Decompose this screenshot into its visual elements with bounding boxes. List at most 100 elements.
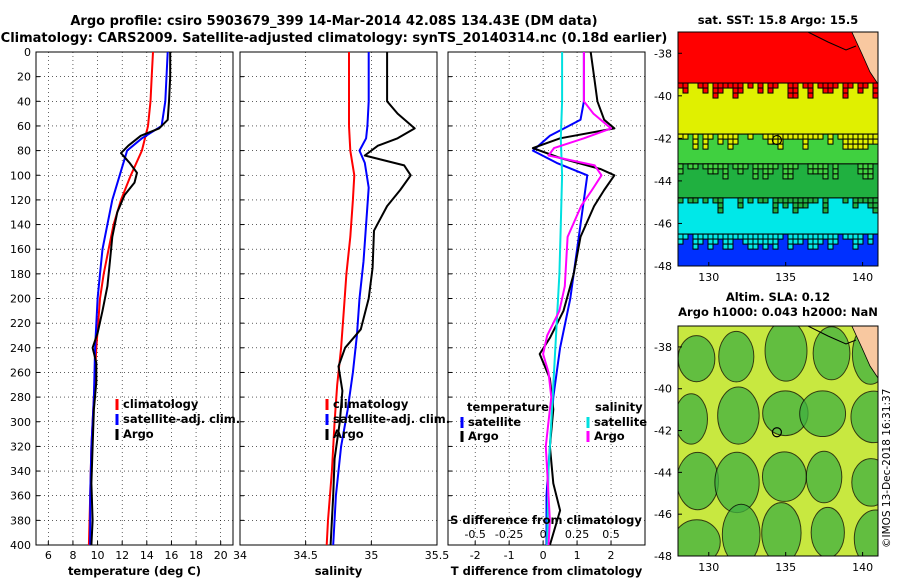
sst-cell [717, 87, 724, 94]
sst-cell [822, 233, 829, 240]
sst-cell [862, 133, 869, 140]
sst-cell [717, 197, 724, 204]
sst-cell [812, 163, 819, 170]
map-x-tick-label: 135 [775, 561, 796, 574]
sst-cell [757, 87, 764, 94]
sla-map-title-1: Altim. SLA: 0.12 [726, 290, 830, 304]
sst-cell [767, 82, 774, 89]
sst-cell [827, 243, 834, 250]
depth-tick-label: 100 [10, 169, 31, 182]
x-tick-label: 34.5 [293, 549, 318, 562]
sst-cell [867, 163, 874, 170]
sst-cell [807, 163, 814, 170]
sst-cell [717, 163, 724, 170]
sst-cell [722, 168, 729, 175]
sst-cell [722, 238, 729, 245]
sst-cell [812, 233, 819, 240]
sla-anomaly [764, 326, 808, 382]
sst-cell [802, 202, 809, 209]
sst-cell [762, 197, 769, 204]
sst-cell [807, 243, 814, 250]
sst-cell [822, 207, 829, 214]
sst-cell [847, 143, 854, 150]
sst-cell [797, 233, 804, 240]
sst-cell [827, 82, 834, 89]
x-tick-label: 34 [233, 549, 247, 562]
legend-label: satellite-adj. clim. [123, 412, 240, 426]
sst-cell [737, 168, 744, 175]
sst-cell [847, 138, 854, 145]
sst-cell [862, 173, 869, 180]
depth-tick-label: 60 [17, 120, 31, 133]
sst-cell [862, 163, 869, 170]
sst-cell [742, 233, 749, 240]
sst-cell [747, 82, 754, 89]
sst-cell [832, 82, 839, 89]
sst-cell [702, 163, 709, 170]
depth-tick-label: 320 [10, 440, 31, 453]
sst-cell [737, 197, 744, 204]
sst-cell [737, 87, 744, 94]
sst-cell [702, 138, 709, 145]
sst-cell [852, 143, 859, 150]
sst-cell [707, 133, 714, 140]
map-y-tick-label: -42 [654, 425, 672, 438]
sst-cell [852, 133, 859, 140]
sst-cell [847, 233, 854, 240]
sst-cell [727, 143, 734, 150]
sst-cell [712, 197, 719, 204]
map-y-tick-label: -40 [654, 90, 672, 103]
depth-tick-label: 260 [10, 366, 31, 379]
sst-cell [792, 197, 799, 204]
sst-cell [712, 82, 719, 89]
sst-cell [787, 163, 794, 170]
sst-cell [722, 173, 729, 180]
sst-cell [812, 133, 819, 140]
sst-cell [712, 87, 719, 94]
legend-label: Argo [333, 427, 364, 441]
sst-cell [862, 138, 869, 145]
x-axis-label: temperature (deg C) [68, 564, 201, 578]
sst-cell [707, 163, 714, 170]
sst-cell [772, 82, 779, 89]
sst-cell [702, 82, 709, 89]
map-body [678, 326, 878, 556]
map-x-tick-label: 140 [852, 561, 873, 574]
sst-cell [732, 82, 739, 89]
sst-cell [837, 133, 844, 140]
sst-cell [782, 163, 789, 170]
sst-cell [827, 138, 834, 145]
sst-cell [722, 243, 729, 250]
title-line-1: Argo profile: csiro 5903679_399 14-Mar-2… [70, 14, 597, 29]
sla-anomaly [853, 509, 878, 556]
sst-cell [847, 82, 854, 89]
sst-cell [727, 133, 734, 140]
sst-cell [772, 202, 779, 209]
land-tasmania [851, 32, 878, 85]
sst-cell [682, 87, 689, 94]
sst-cell [802, 143, 809, 150]
depth-tick-label: 300 [10, 416, 31, 429]
sst-cell [857, 133, 864, 140]
land-tasmania [851, 326, 878, 379]
sst-cell [712, 233, 719, 240]
series-line-2 [90, 52, 172, 546]
sst-cell [727, 238, 734, 245]
sla-anomaly [718, 330, 755, 383]
title-line-2: Climatology: CARS2009. Satellite-adjuste… [1, 31, 668, 46]
sst-cell [792, 163, 799, 170]
sst-cell [707, 233, 714, 240]
sla-anomaly [717, 386, 760, 445]
sst-cell [732, 133, 739, 140]
sst-cell [852, 138, 859, 145]
sst-cell [787, 133, 794, 140]
x-tick-label: 35.5 [425, 549, 450, 562]
sla-anomaly [714, 451, 760, 514]
x-tick-label: 6 [45, 549, 52, 562]
sst-cell [762, 163, 769, 170]
series-line-3 [542, 52, 612, 546]
depth-tick-label: 80 [17, 145, 31, 158]
sst-cell [842, 233, 849, 240]
legend-label: Argo [123, 427, 154, 441]
